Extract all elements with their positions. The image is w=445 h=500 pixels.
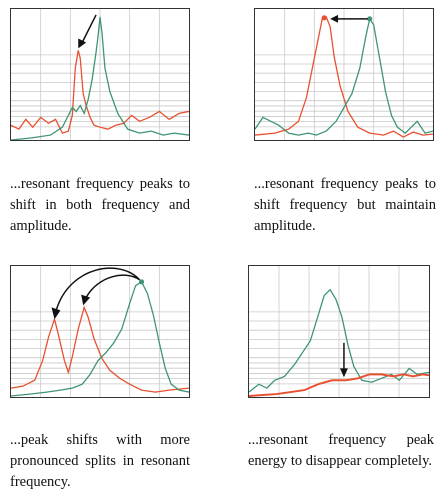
green-trace (11, 280, 189, 397)
arrow-head (78, 38, 87, 49)
red-trace (249, 373, 429, 397)
direction-arrow (81, 14, 97, 43)
arrow-to-second-peak (85, 274, 140, 298)
gridlines (11, 9, 189, 140)
green-trace (11, 16, 189, 140)
graph-3-plot (11, 266, 189, 397)
graph-1-plot (11, 9, 189, 140)
peak-dot-red (321, 15, 327, 21)
green-trace (255, 17, 433, 136)
peak-dot-green (138, 279, 145, 285)
gridlines (255, 9, 433, 140)
red-trace (11, 305, 189, 393)
caption-3: ...peak shifts with more pronounced spli… (10, 432, 190, 490)
caption-4: ...resonant frequency peak energy to dis… (248, 432, 434, 469)
graph-panel-3 (10, 265, 190, 398)
peak-dot-green (367, 16, 373, 22)
arrow-head (330, 14, 339, 23)
caption-2: ...resonant frequency peaks to shift fre… (254, 176, 436, 234)
graph-2-plot (255, 9, 433, 140)
graph-panel-1 (10, 8, 190, 141)
red-trace (11, 50, 189, 134)
graph-panel-4 (248, 265, 430, 398)
arrow-head (339, 368, 348, 378)
red-trace (255, 15, 433, 138)
graph-panel-2 (254, 8, 434, 141)
arrow-head-2 (81, 294, 91, 306)
caption-1: ...resonant frequency peaks to shift in … (10, 176, 190, 234)
arrow-head-1 (51, 307, 61, 320)
graph-4-plot (249, 266, 429, 397)
gridlines (11, 266, 189, 397)
arrow-to-first-peak (55, 267, 141, 310)
